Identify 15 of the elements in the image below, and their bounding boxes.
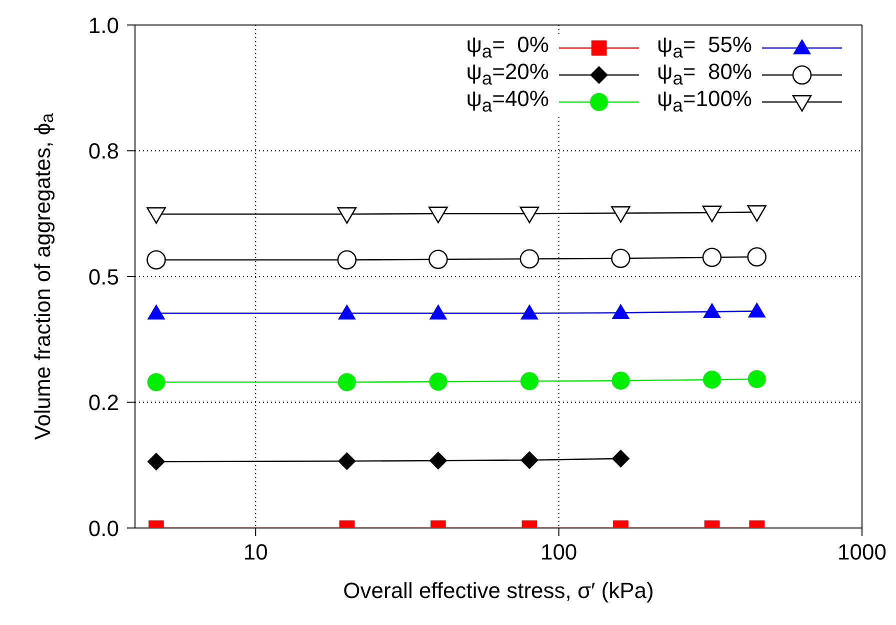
legend-label: ψ$_{a}$=20% xyxy=(466,59,549,89)
legend-label: ψ$_{a}$= 80% xyxy=(657,59,752,89)
y-tick-label: 0.5 xyxy=(88,264,119,290)
y-tick-label: 0.8 xyxy=(88,138,119,164)
legend-label: ψ$_{a}$=40% xyxy=(466,86,549,116)
x-axis-title: Overall effective stress, σ′ (kPa) xyxy=(343,578,654,603)
x-tick-label: 100 xyxy=(540,540,578,565)
x-tick-label: 10 xyxy=(243,540,268,565)
legend-label: ψ$_{a}$=100% xyxy=(656,86,752,116)
y-tick-label: 0.0 xyxy=(88,516,119,541)
y-tick-label: 1.0 xyxy=(88,12,119,38)
y-tick-label: 0.2 xyxy=(88,390,119,416)
x-tick-label: 1000 xyxy=(838,540,886,565)
legend-label: ψ$_{a}$= 0% xyxy=(466,32,549,62)
legend-label: ψ$_{a}$= 55% xyxy=(657,32,752,62)
